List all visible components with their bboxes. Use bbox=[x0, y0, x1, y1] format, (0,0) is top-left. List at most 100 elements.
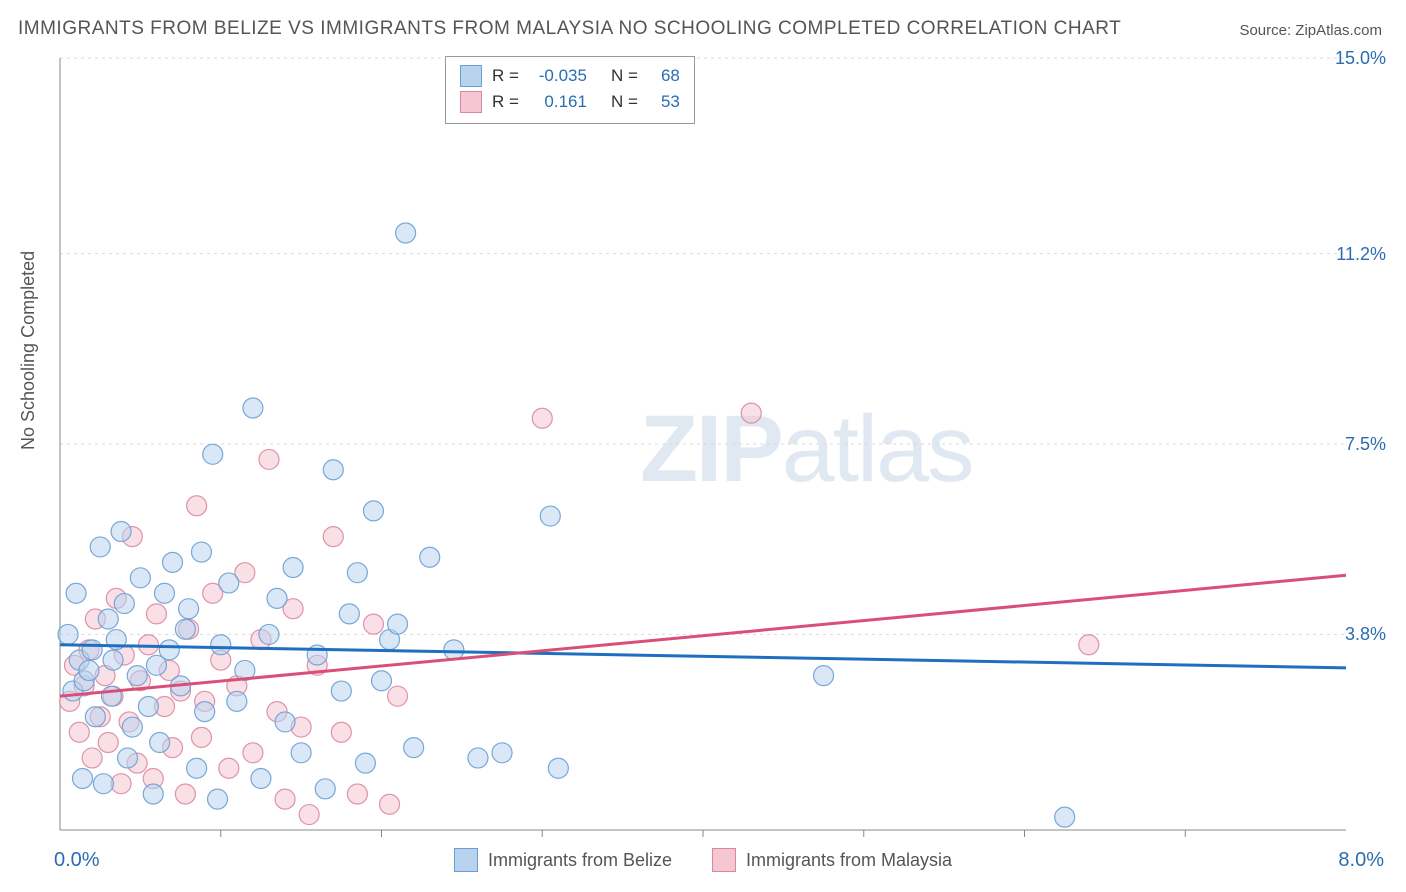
point-belize bbox=[251, 769, 271, 789]
correlation-legend-row: R = 0.161 N = 53 bbox=[460, 89, 680, 115]
point-belize bbox=[93, 774, 113, 794]
chart-title: IMMIGRANTS FROM BELIZE VS IMMIGRANTS FRO… bbox=[18, 18, 1121, 40]
point-belize bbox=[195, 702, 215, 722]
legend-item: Immigrants from Malaysia bbox=[712, 848, 952, 872]
point-belize bbox=[187, 758, 207, 778]
point-belize bbox=[175, 619, 195, 639]
point-belize bbox=[130, 568, 150, 588]
point-belize bbox=[323, 460, 343, 480]
point-belize bbox=[548, 758, 568, 778]
point-malaysia bbox=[331, 722, 351, 742]
point-malaysia bbox=[323, 527, 343, 547]
point-belize bbox=[814, 666, 834, 686]
point-belize bbox=[339, 604, 359, 624]
point-belize bbox=[103, 650, 123, 670]
legend-item: Immigrants from Belize bbox=[454, 848, 672, 872]
point-belize bbox=[66, 583, 86, 603]
point-malaysia bbox=[98, 733, 118, 753]
point-belize bbox=[347, 563, 367, 583]
point-belize bbox=[154, 583, 174, 603]
point-belize bbox=[540, 506, 560, 526]
point-malaysia bbox=[741, 403, 761, 423]
point-belize bbox=[143, 784, 163, 804]
point-belize bbox=[444, 640, 464, 660]
point-belize bbox=[127, 666, 147, 686]
point-belize bbox=[111, 521, 131, 541]
point-belize bbox=[267, 588, 287, 608]
point-belize bbox=[179, 599, 199, 619]
r-label: R = bbox=[492, 66, 519, 86]
point-belize bbox=[492, 743, 512, 763]
point-belize bbox=[372, 671, 392, 691]
y-tick-label: 15.0% bbox=[1335, 48, 1386, 69]
point-malaysia bbox=[219, 758, 239, 778]
point-malaysia bbox=[532, 408, 552, 428]
point-malaysia bbox=[111, 774, 131, 794]
point-belize bbox=[355, 753, 375, 773]
point-malaysia bbox=[275, 789, 295, 809]
point-malaysia bbox=[363, 614, 383, 634]
point-belize bbox=[159, 640, 179, 660]
point-belize bbox=[208, 789, 228, 809]
point-malaysia bbox=[388, 686, 408, 706]
point-malaysia bbox=[146, 604, 166, 624]
point-belize bbox=[275, 712, 295, 732]
point-belize bbox=[396, 223, 416, 243]
point-belize bbox=[58, 624, 78, 644]
legend-swatch bbox=[460, 91, 482, 113]
y-tick-label: 7.5% bbox=[1345, 434, 1386, 455]
point-belize bbox=[163, 552, 183, 572]
legend-swatch bbox=[454, 848, 478, 872]
y-axis-label: No Schooling Completed bbox=[18, 251, 39, 450]
point-belize bbox=[98, 609, 118, 629]
point-malaysia bbox=[175, 784, 195, 804]
point-malaysia bbox=[187, 496, 207, 516]
point-malaysia bbox=[380, 794, 400, 814]
point-belize bbox=[1055, 807, 1075, 827]
point-malaysia bbox=[347, 784, 367, 804]
point-malaysia bbox=[191, 727, 211, 747]
point-belize bbox=[114, 594, 134, 614]
n-label: N = bbox=[611, 92, 638, 112]
correlation-legend: R = -0.035 N = 68 R = 0.161 N = 53 bbox=[445, 56, 695, 124]
point-malaysia bbox=[243, 743, 263, 763]
point-belize bbox=[331, 681, 351, 701]
point-belize bbox=[150, 733, 170, 753]
point-belize bbox=[122, 717, 142, 737]
point-malaysia bbox=[82, 748, 102, 768]
point-malaysia bbox=[69, 722, 89, 742]
legend-label: Immigrants from Belize bbox=[488, 850, 672, 871]
point-belize bbox=[73, 769, 93, 789]
n-value: 53 bbox=[648, 92, 680, 112]
point-belize bbox=[291, 743, 311, 763]
point-belize bbox=[404, 738, 424, 758]
point-belize bbox=[79, 660, 99, 680]
point-belize bbox=[243, 398, 263, 418]
point-belize bbox=[420, 547, 440, 567]
correlation-legend-row: R = -0.035 N = 68 bbox=[460, 63, 680, 89]
scatter-chart bbox=[50, 50, 1390, 860]
point-belize bbox=[219, 573, 239, 593]
r-label: R = bbox=[492, 92, 519, 112]
point-belize bbox=[203, 444, 223, 464]
point-belize bbox=[118, 748, 138, 768]
y-tick-label: 3.8% bbox=[1345, 624, 1386, 645]
r-value: 0.161 bbox=[529, 92, 587, 112]
n-label: N = bbox=[611, 66, 638, 86]
point-belize bbox=[85, 707, 105, 727]
point-malaysia bbox=[1079, 635, 1099, 655]
point-belize bbox=[227, 691, 247, 711]
point-belize bbox=[191, 542, 211, 562]
point-belize bbox=[90, 537, 110, 557]
source-attribution: Source: ZipAtlas.com bbox=[1239, 22, 1382, 39]
legend-swatch bbox=[712, 848, 736, 872]
point-malaysia bbox=[299, 805, 319, 825]
point-belize bbox=[468, 748, 488, 768]
n-value: 68 bbox=[648, 66, 680, 86]
r-value: -0.035 bbox=[529, 66, 587, 86]
point-belize bbox=[363, 501, 383, 521]
point-belize bbox=[315, 779, 335, 799]
legend-label: Immigrants from Malaysia bbox=[746, 850, 952, 871]
legend-swatch bbox=[460, 65, 482, 87]
point-malaysia bbox=[259, 449, 279, 469]
